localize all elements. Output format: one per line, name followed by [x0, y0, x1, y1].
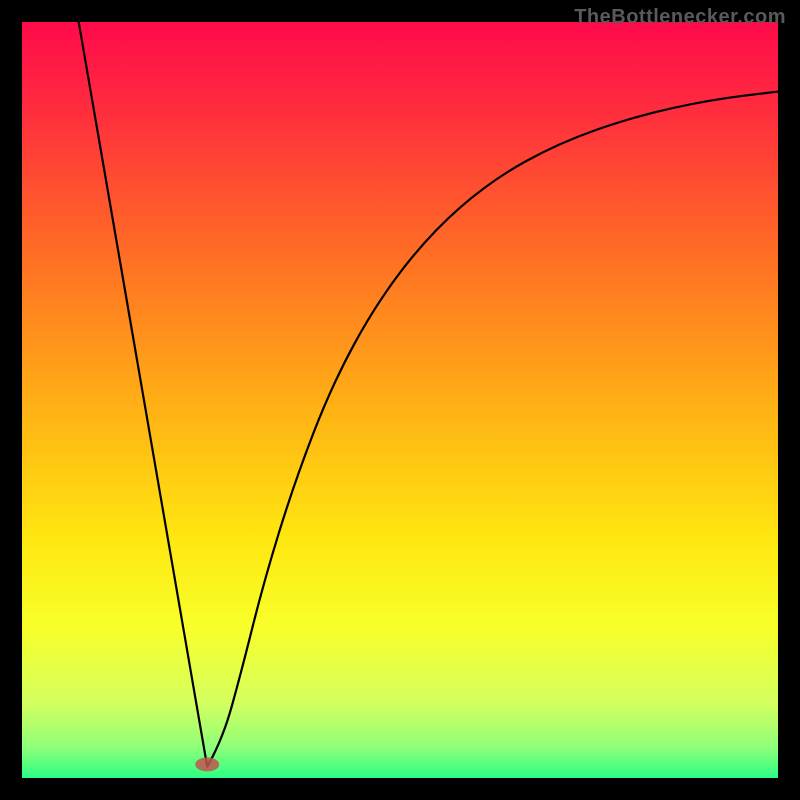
optimal-point-marker	[195, 757, 219, 771]
plot-background	[22, 22, 778, 778]
chart-container: TheBottlenecker.com	[0, 0, 800, 800]
bottleneck-curve-chart	[0, 0, 800, 800]
watermark-text: TheBottlenecker.com	[574, 6, 786, 29]
